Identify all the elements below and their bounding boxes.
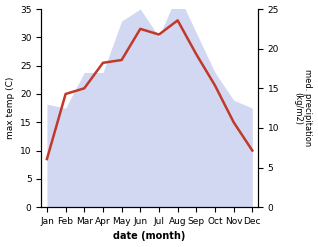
Y-axis label: med. precipitation
(kg/m2): med. precipitation (kg/m2) [293,69,313,147]
X-axis label: date (month): date (month) [114,231,186,242]
Y-axis label: max temp (C): max temp (C) [5,77,15,139]
